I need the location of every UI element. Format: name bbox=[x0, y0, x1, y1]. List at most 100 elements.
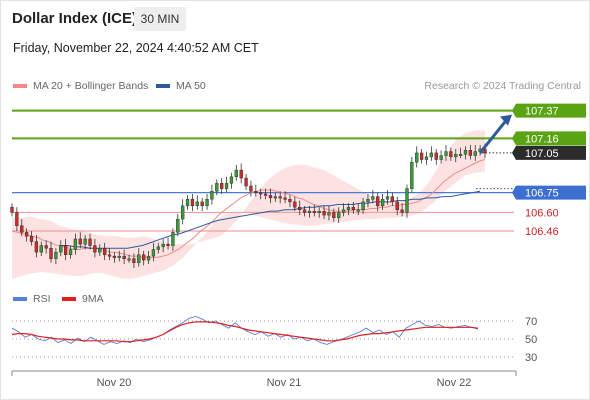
candle-body bbox=[34, 241, 39, 253]
instrument-title: Dollar Index (ICE) bbox=[12, 10, 138, 27]
candle-body bbox=[390, 196, 394, 203]
candle-body bbox=[366, 199, 370, 203]
level-value: 106.60 bbox=[525, 207, 559, 219]
candle-body bbox=[234, 169, 238, 177]
candle-body bbox=[468, 150, 473, 156]
timeframe-badge[interactable]: 30 MIN bbox=[134, 7, 186, 31]
candle-body bbox=[341, 209, 346, 213]
candle-body bbox=[312, 210, 316, 213]
legend-label-ma50: MA 50 bbox=[176, 80, 206, 92]
rsi-tick-30: 30 bbox=[525, 352, 537, 364]
candle-body bbox=[317, 210, 321, 213]
candle-body bbox=[454, 154, 458, 158]
candle-body bbox=[185, 199, 190, 207]
candle-body bbox=[215, 183, 219, 192]
candle-body bbox=[239, 169, 243, 179]
candle-body bbox=[278, 196, 282, 199]
candle-body bbox=[73, 238, 78, 250]
target-arrow-head bbox=[500, 114, 512, 126]
candle-body bbox=[473, 151, 477, 156]
candle-body bbox=[54, 251, 58, 259]
candle-body bbox=[434, 152, 438, 160]
candle-body bbox=[117, 255, 121, 258]
candle-body bbox=[44, 245, 48, 249]
legend-ma20-bollinger: MA 20 + Bollinger Bands bbox=[13, 80, 148, 92]
candle-body bbox=[10, 206, 14, 213]
candle-body bbox=[293, 201, 297, 208]
level-tag bbox=[512, 145, 586, 160]
ma50-line bbox=[60, 190, 481, 249]
candle-body bbox=[29, 236, 34, 242]
candle-body bbox=[263, 193, 268, 196]
candle-body bbox=[229, 176, 234, 184]
level-label-107.37: 107.37 bbox=[512, 103, 586, 118]
candle-body bbox=[463, 150, 468, 155]
candle-body bbox=[307, 210, 312, 213]
candle-body bbox=[166, 244, 170, 246]
level-value: 107.16 bbox=[525, 133, 559, 145]
level-tag bbox=[512, 131, 586, 146]
candle-body bbox=[171, 232, 175, 246]
candle-body bbox=[210, 191, 214, 200]
candle-body bbox=[444, 151, 448, 156]
candle-body bbox=[63, 245, 68, 256]
candle-body bbox=[273, 196, 277, 199]
candle-body bbox=[127, 258, 131, 261]
candle-body bbox=[327, 212, 331, 216]
candle-body bbox=[39, 245, 43, 253]
candle-body bbox=[351, 206, 355, 211]
candle-body bbox=[254, 191, 258, 193]
chart-datetime: Friday, November 22, 2024 4:40:52 AM CET bbox=[13, 41, 259, 55]
level-label-106.46: 106.46 bbox=[525, 226, 559, 238]
candle-body bbox=[205, 199, 209, 207]
candle-body bbox=[249, 185, 253, 192]
candle-body bbox=[385, 196, 390, 200]
candle-body bbox=[346, 206, 351, 211]
candle-body bbox=[98, 247, 102, 253]
legend-label-9ma: 9MA bbox=[82, 293, 104, 305]
candle-body bbox=[259, 192, 263, 195]
candle-body bbox=[424, 156, 429, 160]
candle-body bbox=[415, 152, 419, 163]
legend-rsi: RSI bbox=[13, 293, 51, 305]
legend-swatch-ma20 bbox=[13, 84, 27, 88]
candle-body bbox=[78, 238, 82, 245]
candle-body bbox=[220, 183, 224, 189]
candle-body bbox=[268, 195, 273, 199]
legend-label-ma20: MA 20 + Bollinger Bands bbox=[33, 80, 149, 92]
time-tick-nov-21: Nov 21 bbox=[267, 377, 302, 389]
candle-body bbox=[151, 249, 156, 257]
candle-body bbox=[449, 151, 453, 158]
candle-body bbox=[400, 209, 404, 213]
candle-body bbox=[190, 199, 195, 207]
candle-body bbox=[112, 255, 117, 258]
level-label-107.05: 107.05 bbox=[512, 145, 586, 160]
target-arrow-shaft bbox=[478, 119, 508, 154]
legend-label-rsi: RSI bbox=[33, 293, 51, 305]
candle-body bbox=[283, 197, 287, 200]
candle-body bbox=[156, 246, 160, 250]
candle-body bbox=[195, 201, 199, 207]
candle-body bbox=[107, 254, 112, 257]
candle-body bbox=[200, 201, 204, 207]
legend-swatch-ma50 bbox=[156, 84, 170, 88]
candle-body bbox=[137, 254, 141, 263]
candle-body bbox=[322, 210, 326, 216]
candle-body bbox=[337, 212, 341, 218]
candle-body bbox=[103, 247, 107, 256]
candle-body bbox=[380, 199, 385, 207]
legend-swatch-rsi bbox=[13, 297, 27, 301]
level-tag bbox=[512, 103, 586, 118]
level-value: 106.75 bbox=[525, 188, 559, 200]
candle-body bbox=[146, 255, 151, 261]
candle-body bbox=[161, 244, 165, 248]
level-value: 106.46 bbox=[525, 226, 559, 238]
candle-body bbox=[15, 212, 19, 226]
candle-body bbox=[439, 155, 443, 160]
candle-body bbox=[429, 152, 434, 158]
candle-body bbox=[68, 249, 73, 255]
candle-body bbox=[88, 238, 92, 246]
time-tick-nov-20: Nov 20 bbox=[97, 377, 132, 389]
candle-body bbox=[20, 225, 24, 233]
